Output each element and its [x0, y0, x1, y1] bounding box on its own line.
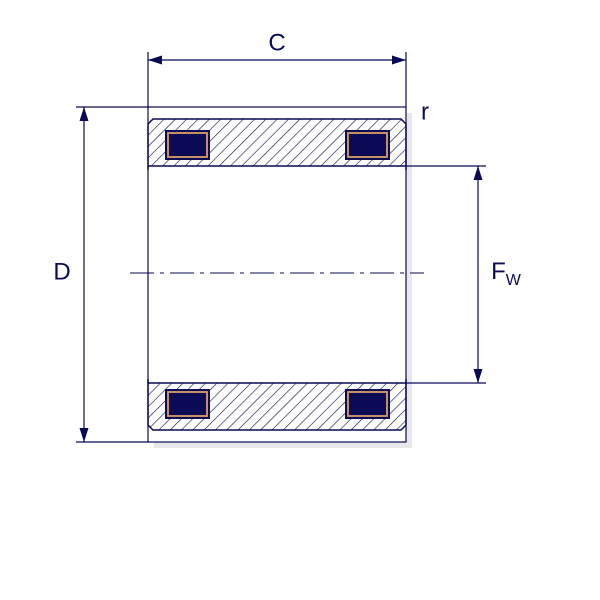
dim-c-label: C [268, 29, 285, 56]
dim-r-label: r [421, 98, 429, 125]
dim-d-label: D [53, 258, 70, 285]
dim-fw-label: FW [491, 258, 522, 289]
